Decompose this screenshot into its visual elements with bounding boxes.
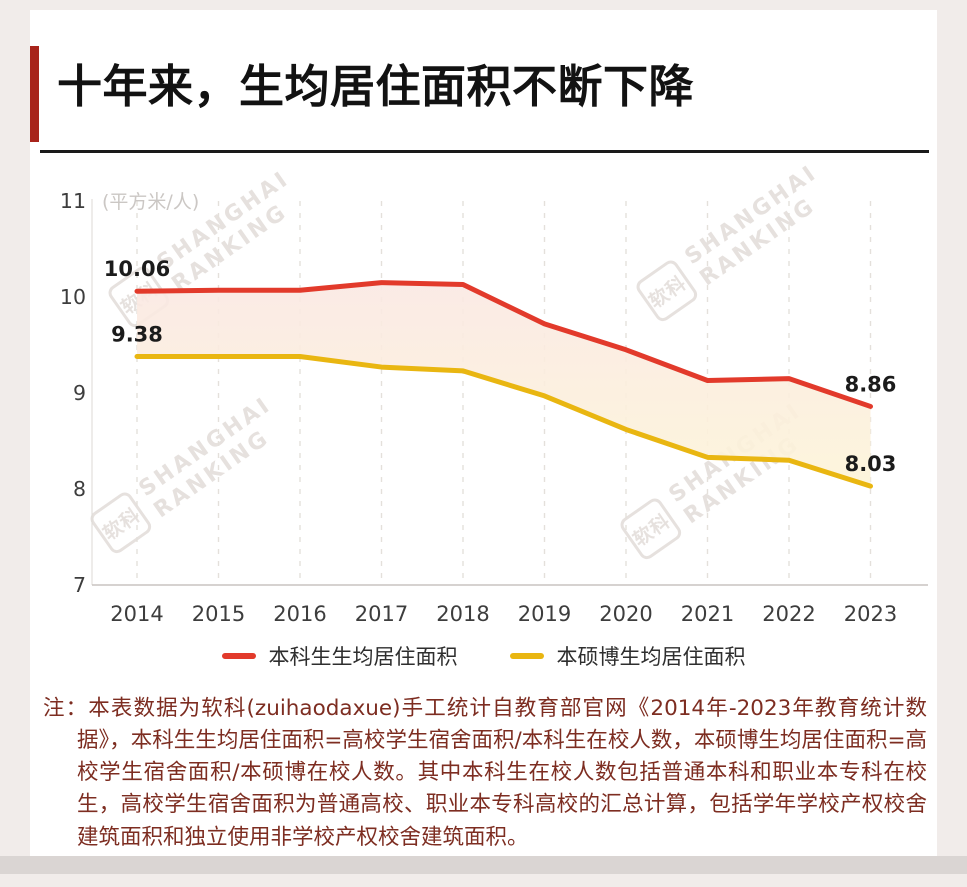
x-tick-label: 2019	[518, 602, 571, 626]
footnote-prefix: 注：	[43, 695, 89, 721]
title-divider	[40, 149, 929, 153]
footnote: 注：本表数据为软科(zuihaodaxue)手工统计自教育部官网《2014年-2…	[43, 693, 927, 854]
legend-label-undergraduate: 本科生生均居住面积	[268, 644, 458, 669]
y-tick-label: 8	[73, 477, 86, 501]
x-tick-label: 2018	[436, 602, 489, 626]
legend-item-all-students: 本硕博生均居住面积	[509, 641, 746, 671]
chart-card: 十年来，生均居住面积不断下降 软科 SHANGHAI RANKING 软科 SH…	[30, 10, 937, 856]
series-line-0	[134, 279, 873, 409]
area-band	[137, 282, 871, 486]
data-label: 10.06	[104, 257, 170, 281]
chart: 软科 SHANGHAI RANKING 软科 SHANGHAI RANKING …	[30, 160, 937, 649]
y-tick-label: 7	[73, 573, 86, 597]
bottom-strip	[0, 856, 967, 874]
legend-swatch-yellow	[509, 652, 544, 659]
x-tick-label: 2017	[355, 602, 408, 626]
y-tick-label: 11	[60, 189, 86, 213]
footnote-text: 本表数据为软科(zuihaodaxue)手工统计自教育部官网《2014年-202…	[77, 695, 927, 850]
x-tick-label: 2021	[681, 602, 734, 626]
y-axis-unit-label: (平方米/人)	[102, 191, 199, 213]
x-tick-label: 2014	[110, 602, 163, 626]
x-tick-label: 2023	[844, 602, 897, 626]
legend-label-all-students: 本硕博生均居住面积	[556, 644, 746, 669]
legend-swatch-red	[221, 652, 256, 659]
data-label: 9.38	[111, 322, 163, 346]
legend-item-undergraduate: 本科生生均居住面积	[221, 641, 458, 671]
y-tick-label: 10	[60, 285, 86, 309]
data-label: 8.86	[845, 372, 897, 396]
y-tick-label: 9	[73, 381, 86, 405]
x-tick-label: 2016	[273, 602, 326, 626]
data-label: 8.03	[845, 452, 897, 476]
x-tick-label: 2020	[599, 602, 652, 626]
x-tick-label: 2022	[762, 602, 815, 626]
line-chart-svg: 2014 2015 2016 2017 2018 2019 2020 2021 2022 2023…	[60, 189, 928, 626]
x-tick-label: 2015	[192, 602, 245, 626]
series-line-1	[134, 353, 873, 489]
title-accent-bar	[30, 46, 39, 142]
page-title: 十年来，生均居住面积不断下降	[57, 60, 695, 113]
chart-legend: 本科生生均居住面积 本硕博生均居住面积	[30, 641, 937, 671]
